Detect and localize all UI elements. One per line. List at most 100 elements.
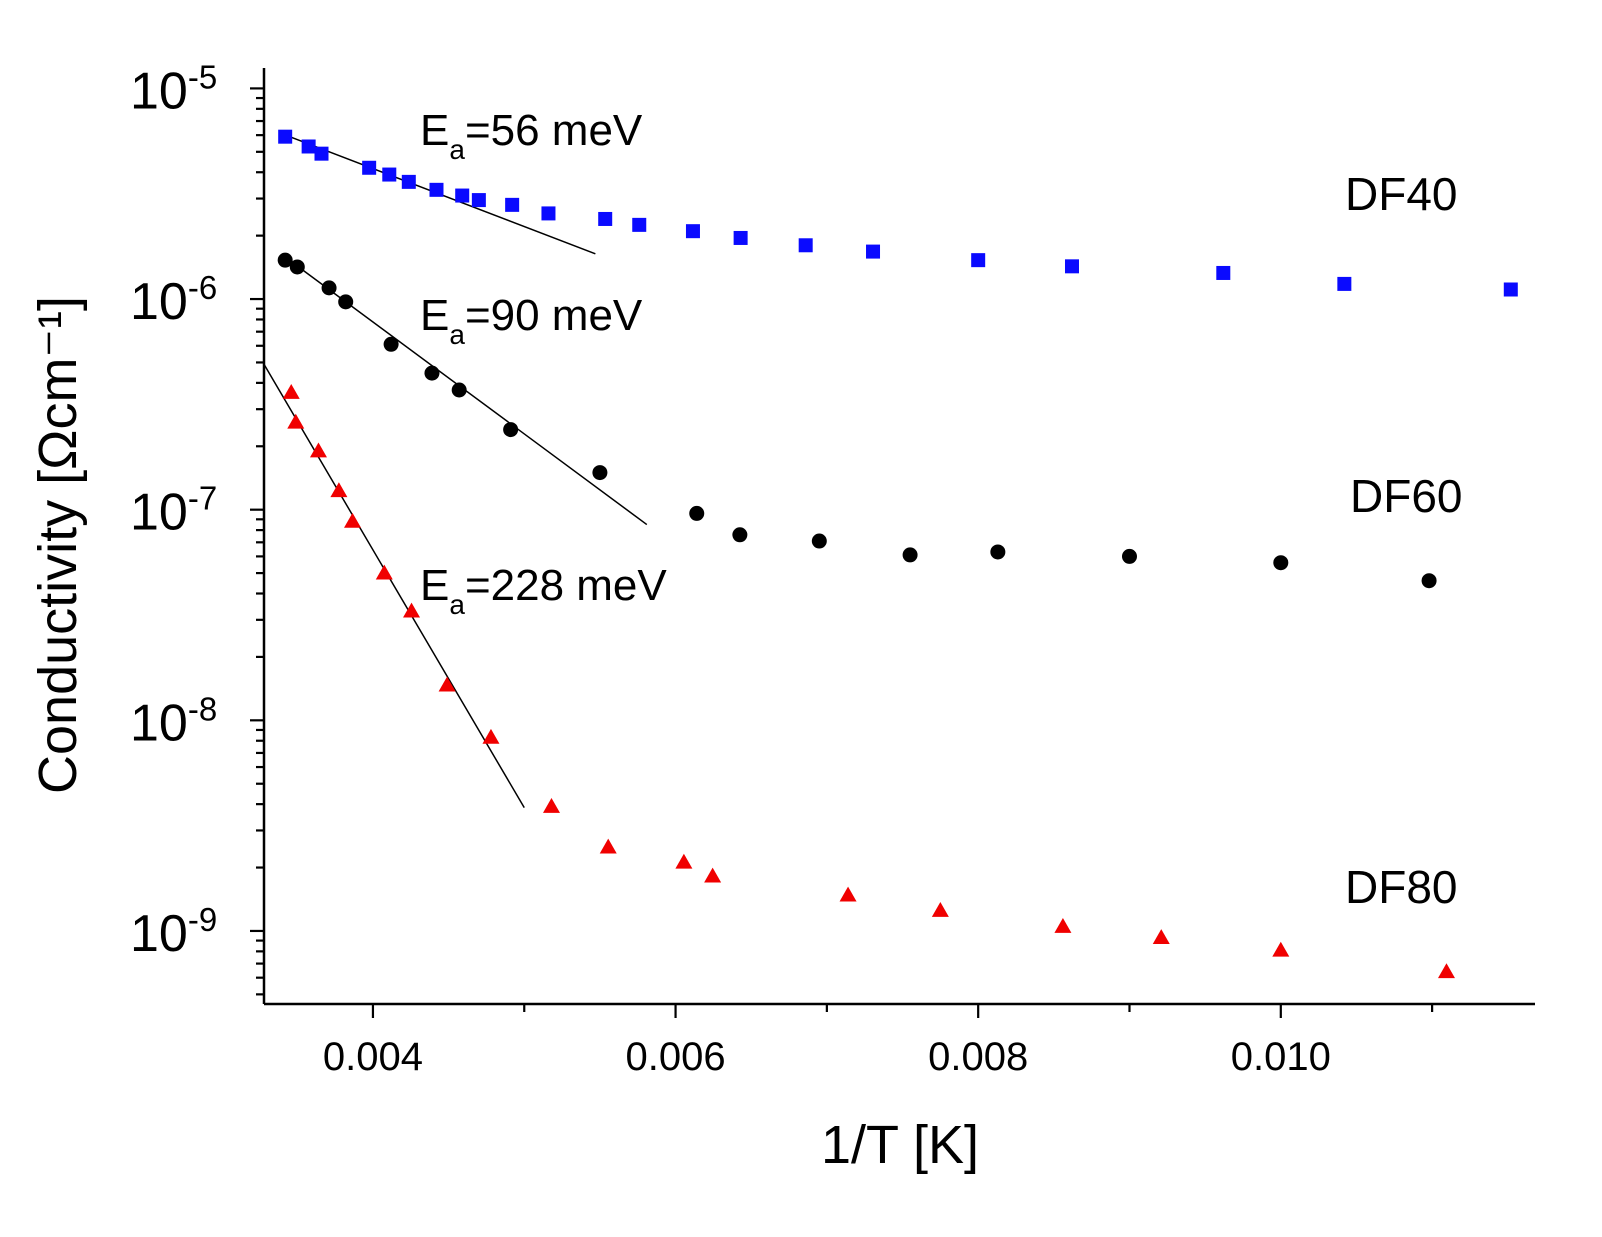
series-label-df60: DF60 — [1350, 470, 1462, 522]
y-tick-label-base: 10 — [130, 905, 188, 963]
data-point-df40 — [471, 193, 486, 208]
data-point-df40 — [1503, 282, 1518, 297]
data-point-df40 — [301, 139, 316, 154]
data-point-df60 — [1273, 555, 1289, 571]
data-point-df80 — [282, 384, 300, 399]
data-point-df80 — [931, 902, 949, 917]
annotation-df80-sub: a — [449, 589, 465, 620]
data-point-df80 — [1054, 917, 1072, 933]
data-point-df80 — [482, 728, 500, 744]
x-tick-label: 0.006 — [626, 1035, 726, 1079]
data-point-df80 — [1272, 941, 1290, 957]
data-point-df80 — [839, 886, 857, 902]
data-point-df40 — [866, 244, 881, 259]
data-point-df80 — [1437, 963, 1455, 979]
data-point-df80 — [309, 442, 327, 458]
data-point-df40 — [1337, 276, 1352, 291]
data-point-df40 — [314, 146, 329, 161]
data-markers — [277, 129, 1518, 979]
data-point-df60 — [732, 527, 748, 543]
x-axis-title: 1/T [K] — [821, 1115, 979, 1175]
y-axis-title: Conductivity [Ωcm⁻¹] — [28, 296, 88, 794]
x-tick-label: 0.004 — [323, 1035, 423, 1079]
data-point-df60 — [811, 533, 827, 549]
y-tick-label-base: 10 — [130, 62, 188, 120]
data-point-df80 — [438, 676, 456, 692]
y-tick-label-exp: -9 — [188, 901, 217, 938]
y-tick-label-exp: -8 — [188, 690, 217, 727]
data-point-df40 — [382, 167, 397, 182]
y-tick-label: 10-9 — [130, 901, 217, 963]
series-label-df40: DF40 — [1345, 168, 1457, 220]
x-tick-label: 0.008 — [928, 1035, 1028, 1079]
y-tick-label-exp: -7 — [188, 480, 217, 517]
data-point-df40 — [429, 182, 444, 197]
data-point-df60 — [503, 422, 519, 438]
data-point-df40 — [632, 217, 647, 232]
annotation-df40: Ea=56 meV — [420, 106, 643, 165]
data-point-df60 — [289, 259, 305, 275]
data-point-df60 — [424, 365, 440, 381]
annotation-df60: Ea=90 meV — [420, 291, 643, 350]
y-tick-label-exp: -5 — [188, 58, 217, 95]
data-point-df60 — [338, 294, 354, 310]
y-tick-label: 10-7 — [130, 480, 217, 542]
data-point-df80 — [344, 512, 362, 528]
x-tick-label: 0.010 — [1231, 1035, 1331, 1079]
data-point-df80 — [599, 838, 617, 854]
data-point-df80 — [675, 853, 693, 869]
data-point-df60 — [990, 544, 1006, 560]
y-tick-label-exp: -6 — [188, 269, 217, 306]
data-point-df60 — [277, 252, 293, 268]
y-tick-label: 10-6 — [130, 269, 217, 331]
data-point-df40 — [278, 129, 293, 144]
y-tick-label-base: 10 — [130, 273, 188, 331]
data-point-df80 — [375, 564, 393, 580]
data-point-df60 — [689, 505, 705, 521]
annotation-df40-text: =56 meV — [465, 106, 643, 155]
data-point-df60 — [1421, 573, 1437, 589]
y-tick-label: 10-5 — [130, 58, 217, 120]
data-point-df40 — [798, 238, 813, 253]
fit-line-df60 — [299, 267, 648, 526]
annotation-df80-base: E — [420, 561, 449, 610]
axes — [262, 68, 1535, 1006]
annotation-df60-text: =90 meV — [465, 291, 643, 340]
data-point-df40 — [401, 174, 416, 189]
annotation-df80-text: =228 meV — [465, 561, 667, 610]
data-point-df40 — [1064, 259, 1079, 274]
annotation-df80: Ea=228 meV — [420, 561, 667, 620]
data-point-df40 — [362, 160, 377, 175]
data-point-df40 — [971, 253, 986, 268]
data-point-df60 — [902, 547, 918, 563]
annotation-df40-sub: a — [449, 134, 465, 165]
y-tick-label-base: 10 — [130, 484, 188, 542]
data-point-df80 — [542, 797, 560, 813]
data-point-df60 — [383, 336, 399, 352]
y-tick-label: 10-8 — [130, 690, 217, 752]
fit-lines — [263, 135, 648, 809]
data-point-df40 — [598, 211, 613, 226]
data-point-df60 — [451, 382, 467, 398]
y-tick-label-base: 10 — [130, 694, 188, 752]
data-point-df60 — [321, 280, 337, 296]
data-point-df40 — [685, 224, 700, 239]
data-point-df40 — [505, 197, 520, 212]
data-point-df80 — [1152, 929, 1170, 944]
annotation-df40-base: E — [420, 106, 449, 155]
data-point-df60 — [1121, 548, 1137, 564]
series-label-df80: DF80 — [1345, 861, 1457, 913]
annotation-df60-base: E — [420, 291, 449, 340]
data-point-df40 — [541, 206, 556, 221]
data-point-df40 — [455, 188, 470, 203]
annotation-df60-sub: a — [449, 319, 465, 350]
data-point-df80 — [287, 413, 305, 429]
data-point-df80 — [704, 867, 722, 883]
data-point-df40 — [733, 230, 748, 245]
data-point-df60 — [592, 465, 608, 481]
data-point-df40 — [1216, 265, 1231, 280]
data-point-df80 — [403, 602, 421, 618]
fit-line-df80 — [263, 363, 525, 809]
